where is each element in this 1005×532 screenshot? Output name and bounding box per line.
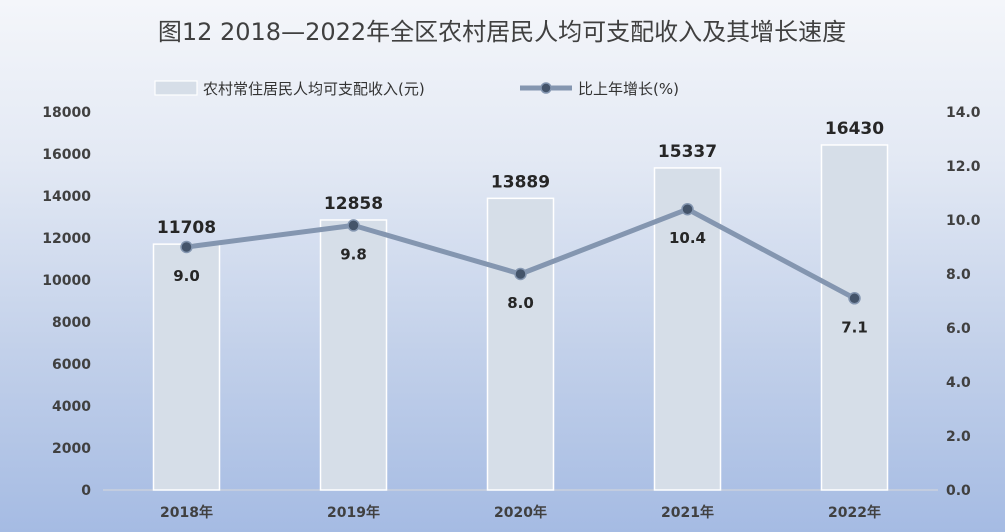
x-tick-label: 2020年 <box>494 504 547 521</box>
growth-value-label: 9.0 <box>173 267 200 285</box>
right-tick-label: 2.0 <box>946 429 971 445</box>
growth-point <box>180 240 193 254</box>
left-tick-label: 14000 <box>42 189 91 205</box>
left-tick-label: 8000 <box>52 315 91 331</box>
legend-bar-label: 农村常住居民人均可支配收入(元) <box>203 80 425 98</box>
bar-series: 11708 12858 13889 15337 16430 <box>152 119 889 491</box>
left-tick-label: 16000 <box>42 147 91 163</box>
bar <box>486 197 555 491</box>
left-tick-label: 18000 <box>42 105 91 121</box>
growth-value-label: 10.4 <box>669 229 706 247</box>
x-axis: 2018年 2019年 2020年 2021年 2022年 <box>160 504 881 521</box>
x-tick-label: 2018年 <box>160 504 213 521</box>
right-tick-label: 8.0 <box>946 267 971 283</box>
growth-point <box>347 219 360 232</box>
growth-line-series: 9.0 9.8 8.0 10.4 7.1 <box>173 202 868 336</box>
right-tick-label: 14.0 <box>946 105 981 121</box>
bar <box>152 243 221 491</box>
growth-value-label: 8.0 <box>507 294 534 312</box>
bar <box>319 219 388 491</box>
bar <box>820 144 889 491</box>
bar <box>653 167 722 491</box>
legend-line-marker <box>540 82 552 94</box>
growth-point <box>848 292 861 305</box>
growth-value-label: 9.8 <box>340 245 367 263</box>
right-tick-label: 10.0 <box>946 213 981 229</box>
right-tick-label: 4.0 <box>946 375 971 391</box>
bar-value-label: 13889 <box>491 172 550 192</box>
growth-point <box>514 267 527 281</box>
right-tick-label: 6.0 <box>946 321 971 337</box>
bar-value-label: 16430 <box>825 119 884 139</box>
right-axis: 0.0 2.0 4.0 6.0 8.0 10.0 12.0 14.0 <box>946 105 981 499</box>
legend: 农村常住居民人均可支配收入(元) 比上年增长(%) <box>154 80 679 98</box>
bar-value-label: 15337 <box>658 142 717 162</box>
bar-value-label: 11708 <box>157 218 216 238</box>
legend-bar-swatch <box>154 80 198 96</box>
left-tick-label: 10000 <box>42 273 91 289</box>
right-tick-label: 0.0 <box>946 483 971 499</box>
bar-value-label: 12858 <box>324 194 383 214</box>
left-tick-label: 6000 <box>52 357 91 373</box>
x-tick-label: 2019年 <box>327 504 380 521</box>
left-axis: 0 2000 4000 6000 8000 10000 12000 14000 16000 180… <box>42 105 91 499</box>
chart-title: 图12 2018—2022年全区农村居民人均可支配收入及其增长速度 <box>158 18 846 46</box>
right-tick-label: 12.0 <box>946 159 981 175</box>
growth-value-label: 7.1 <box>841 318 868 336</box>
legend-line-label: 比上年增长(%) <box>578 80 679 98</box>
growth-point <box>681 202 694 216</box>
left-tick-label: 4000 <box>52 399 91 415</box>
left-tick-label: 12000 <box>42 231 91 247</box>
x-tick-label: 2022年 <box>828 504 881 521</box>
x-tick-label: 2021年 <box>661 504 714 521</box>
left-tick-label: 0 <box>81 483 91 499</box>
left-tick-label: 2000 <box>52 441 91 457</box>
